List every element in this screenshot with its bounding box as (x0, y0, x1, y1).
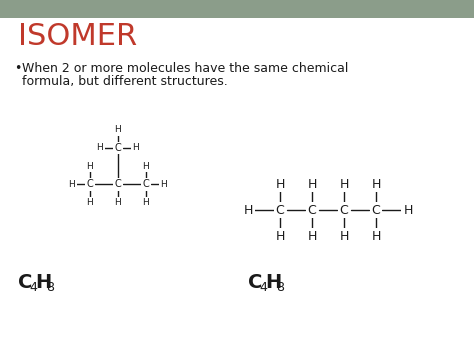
Text: When 2 or more molecules have the same chemical: When 2 or more molecules have the same c… (22, 62, 348, 75)
Text: ISOMER: ISOMER (18, 22, 137, 51)
Text: formula, but different structures.: formula, but different structures. (22, 75, 228, 88)
Text: H: H (35, 273, 51, 292)
Text: C: C (372, 203, 380, 217)
Text: C: C (143, 179, 149, 190)
Text: H: H (87, 198, 93, 207)
Text: H: H (97, 143, 103, 153)
Text: C: C (308, 203, 316, 217)
Text: H: H (265, 273, 281, 292)
Text: H: H (143, 162, 149, 171)
Bar (0, 0, 474, 18)
Text: H: H (403, 203, 413, 217)
Text: H: H (307, 229, 317, 242)
Text: H: H (339, 229, 349, 242)
Text: H: H (275, 178, 285, 191)
Text: H: H (371, 178, 381, 191)
Text: H: H (161, 180, 167, 189)
Text: 8: 8 (46, 281, 54, 294)
Text: C: C (275, 203, 284, 217)
Text: 4: 4 (29, 281, 37, 294)
Text: 4: 4 (259, 281, 267, 294)
Text: H: H (275, 229, 285, 242)
Text: H: H (69, 180, 75, 189)
Text: C: C (87, 179, 93, 190)
Text: C: C (115, 143, 121, 153)
Text: H: H (115, 198, 121, 207)
Text: H: H (87, 162, 93, 171)
Text: H: H (339, 178, 349, 191)
Text: C: C (18, 273, 32, 292)
Text: H: H (243, 203, 253, 217)
Text: H: H (133, 143, 139, 153)
Text: •: • (14, 62, 21, 75)
Text: C: C (248, 273, 263, 292)
Text: H: H (115, 126, 121, 135)
Text: H: H (143, 198, 149, 207)
Text: H: H (371, 229, 381, 242)
Text: 8: 8 (276, 281, 284, 294)
Text: C: C (115, 179, 121, 190)
Text: H: H (307, 178, 317, 191)
Text: C: C (340, 203, 348, 217)
